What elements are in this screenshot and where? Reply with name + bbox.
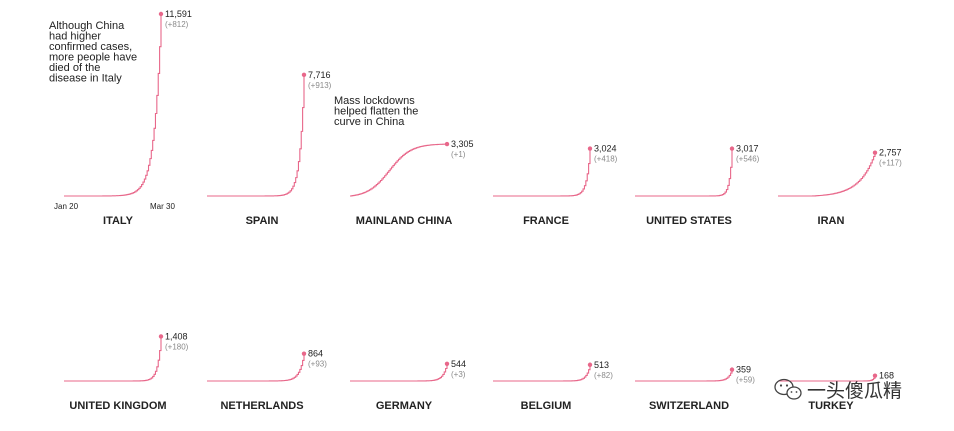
change-label: (+180)	[165, 342, 189, 351]
annotation-line: helped flatten the	[334, 106, 418, 118]
annotation-line: died of the	[49, 62, 100, 74]
series-line	[64, 14, 162, 197]
total-label: 864	[308, 349, 323, 359]
series-line	[207, 74, 305, 197]
change-label: (+913)	[308, 81, 332, 90]
series-line	[64, 336, 162, 382]
panel-turkey: 168 TURKEY	[778, 371, 894, 412]
panel-germany: 544(+3) GERMANY	[350, 359, 466, 412]
end-point	[872, 373, 878, 378]
panel-united-kingdom: 1,408(+180) UNITED KINGDOM	[64, 331, 189, 412]
end-point	[444, 141, 450, 147]
end-point	[301, 72, 307, 78]
end-point	[587, 146, 593, 151]
change-label: (+93)	[308, 360, 327, 369]
total-label: 2,757	[879, 148, 902, 158]
series-line	[493, 364, 591, 382]
series-line	[350, 143, 448, 197]
change-label: (+1)	[451, 150, 466, 159]
country-label: ITALY	[103, 215, 134, 227]
change-label: (+82)	[594, 371, 613, 380]
tick-label-end: Mar 30	[150, 202, 175, 211]
end-point	[444, 361, 450, 366]
end-point	[729, 146, 735, 151]
tick-label-start: Jan 20	[54, 202, 79, 211]
country-label: FRANCE	[523, 215, 569, 227]
total-label: 168	[879, 371, 894, 381]
panel-italy: 11,591(+812) ITALY	[64, 9, 192, 227]
change-label: (+59)	[736, 376, 755, 385]
end-point	[158, 334, 164, 339]
total-label: 3,024	[594, 144, 617, 154]
panel-mainland-china: 3,305(+1) MAINLAND CHINA	[350, 139, 474, 227]
series-line	[635, 148, 733, 197]
end-point	[158, 11, 164, 17]
total-label: 513	[594, 360, 609, 370]
total-label: 7,716	[308, 70, 331, 80]
country-label: TURKEY	[808, 400, 854, 412]
change-label: (+117)	[879, 159, 902, 168]
annotation-line: more people have	[49, 52, 137, 64]
total-label: 3,017	[736, 144, 759, 154]
series-line	[350, 363, 448, 382]
annotation-line: disease in Italy	[49, 73, 122, 85]
country-label: UNITED KINGDOM	[69, 400, 166, 412]
country-label: SWITZERLAND	[649, 400, 729, 412]
panel-united-states: 3,017(+546) UNITED STATES	[635, 144, 760, 227]
country-label: IRAN	[818, 215, 845, 227]
end-point	[587, 362, 593, 367]
country-label: GERMANY	[376, 400, 433, 412]
country-label: SPAIN	[246, 215, 279, 227]
country-label: UNITED STATES	[646, 215, 732, 227]
panel-switzerland: 359(+59) SWITZERLAND	[635, 365, 755, 412]
series-line	[778, 152, 876, 197]
annotation-line: had higher	[49, 31, 101, 43]
series-line	[493, 148, 591, 197]
annotation-line: curve in China	[334, 116, 405, 128]
annotation-line: confirmed cases,	[49, 41, 132, 53]
country-label: NETHERLANDS	[220, 400, 303, 412]
panel-iran: 2,757(+117) IRAN	[778, 148, 902, 227]
end-point	[729, 367, 735, 372]
series-line	[207, 353, 305, 382]
change-label: (+418)	[594, 155, 618, 164]
total-label: 1,408	[165, 331, 188, 341]
change-label: (+3)	[451, 370, 466, 379]
end-point	[872, 150, 878, 155]
series-line	[635, 369, 733, 382]
annotation-line: Mass lockdowns	[334, 95, 415, 107]
annotation-line: Although China	[49, 20, 125, 32]
change-label: (+546)	[736, 155, 760, 164]
watermark: 一头傻瓜精	[774, 378, 902, 402]
panel-france: 3,024(+418) FRANCE	[493, 144, 618, 227]
panel-belgium: 513(+82) BELGIUM	[493, 360, 613, 412]
panel-spain: 7,716(+913) SPAIN	[207, 70, 332, 227]
total-label: 11,591	[165, 9, 192, 19]
total-label: 359	[736, 365, 751, 375]
change-label: (+812)	[165, 20, 189, 29]
watermark-text: 一头傻瓜精	[807, 380, 902, 402]
country-label: MAINLAND CHINA	[356, 215, 453, 227]
total-label: 3,305	[451, 139, 474, 149]
x-axis-ticks: Jan 20 Mar 30	[54, 202, 175, 211]
panels: 11,591(+812)ITALY7,716(+913)SPAIN3,305(+…	[64, 9, 902, 412]
end-point	[301, 351, 307, 356]
wechat-icon	[774, 378, 802, 400]
country-label: BELGIUM	[521, 400, 572, 412]
total-label: 544	[451, 359, 466, 369]
series-line	[778, 375, 876, 382]
panel-netherlands: 864(+93) NETHERLANDS	[207, 349, 327, 412]
